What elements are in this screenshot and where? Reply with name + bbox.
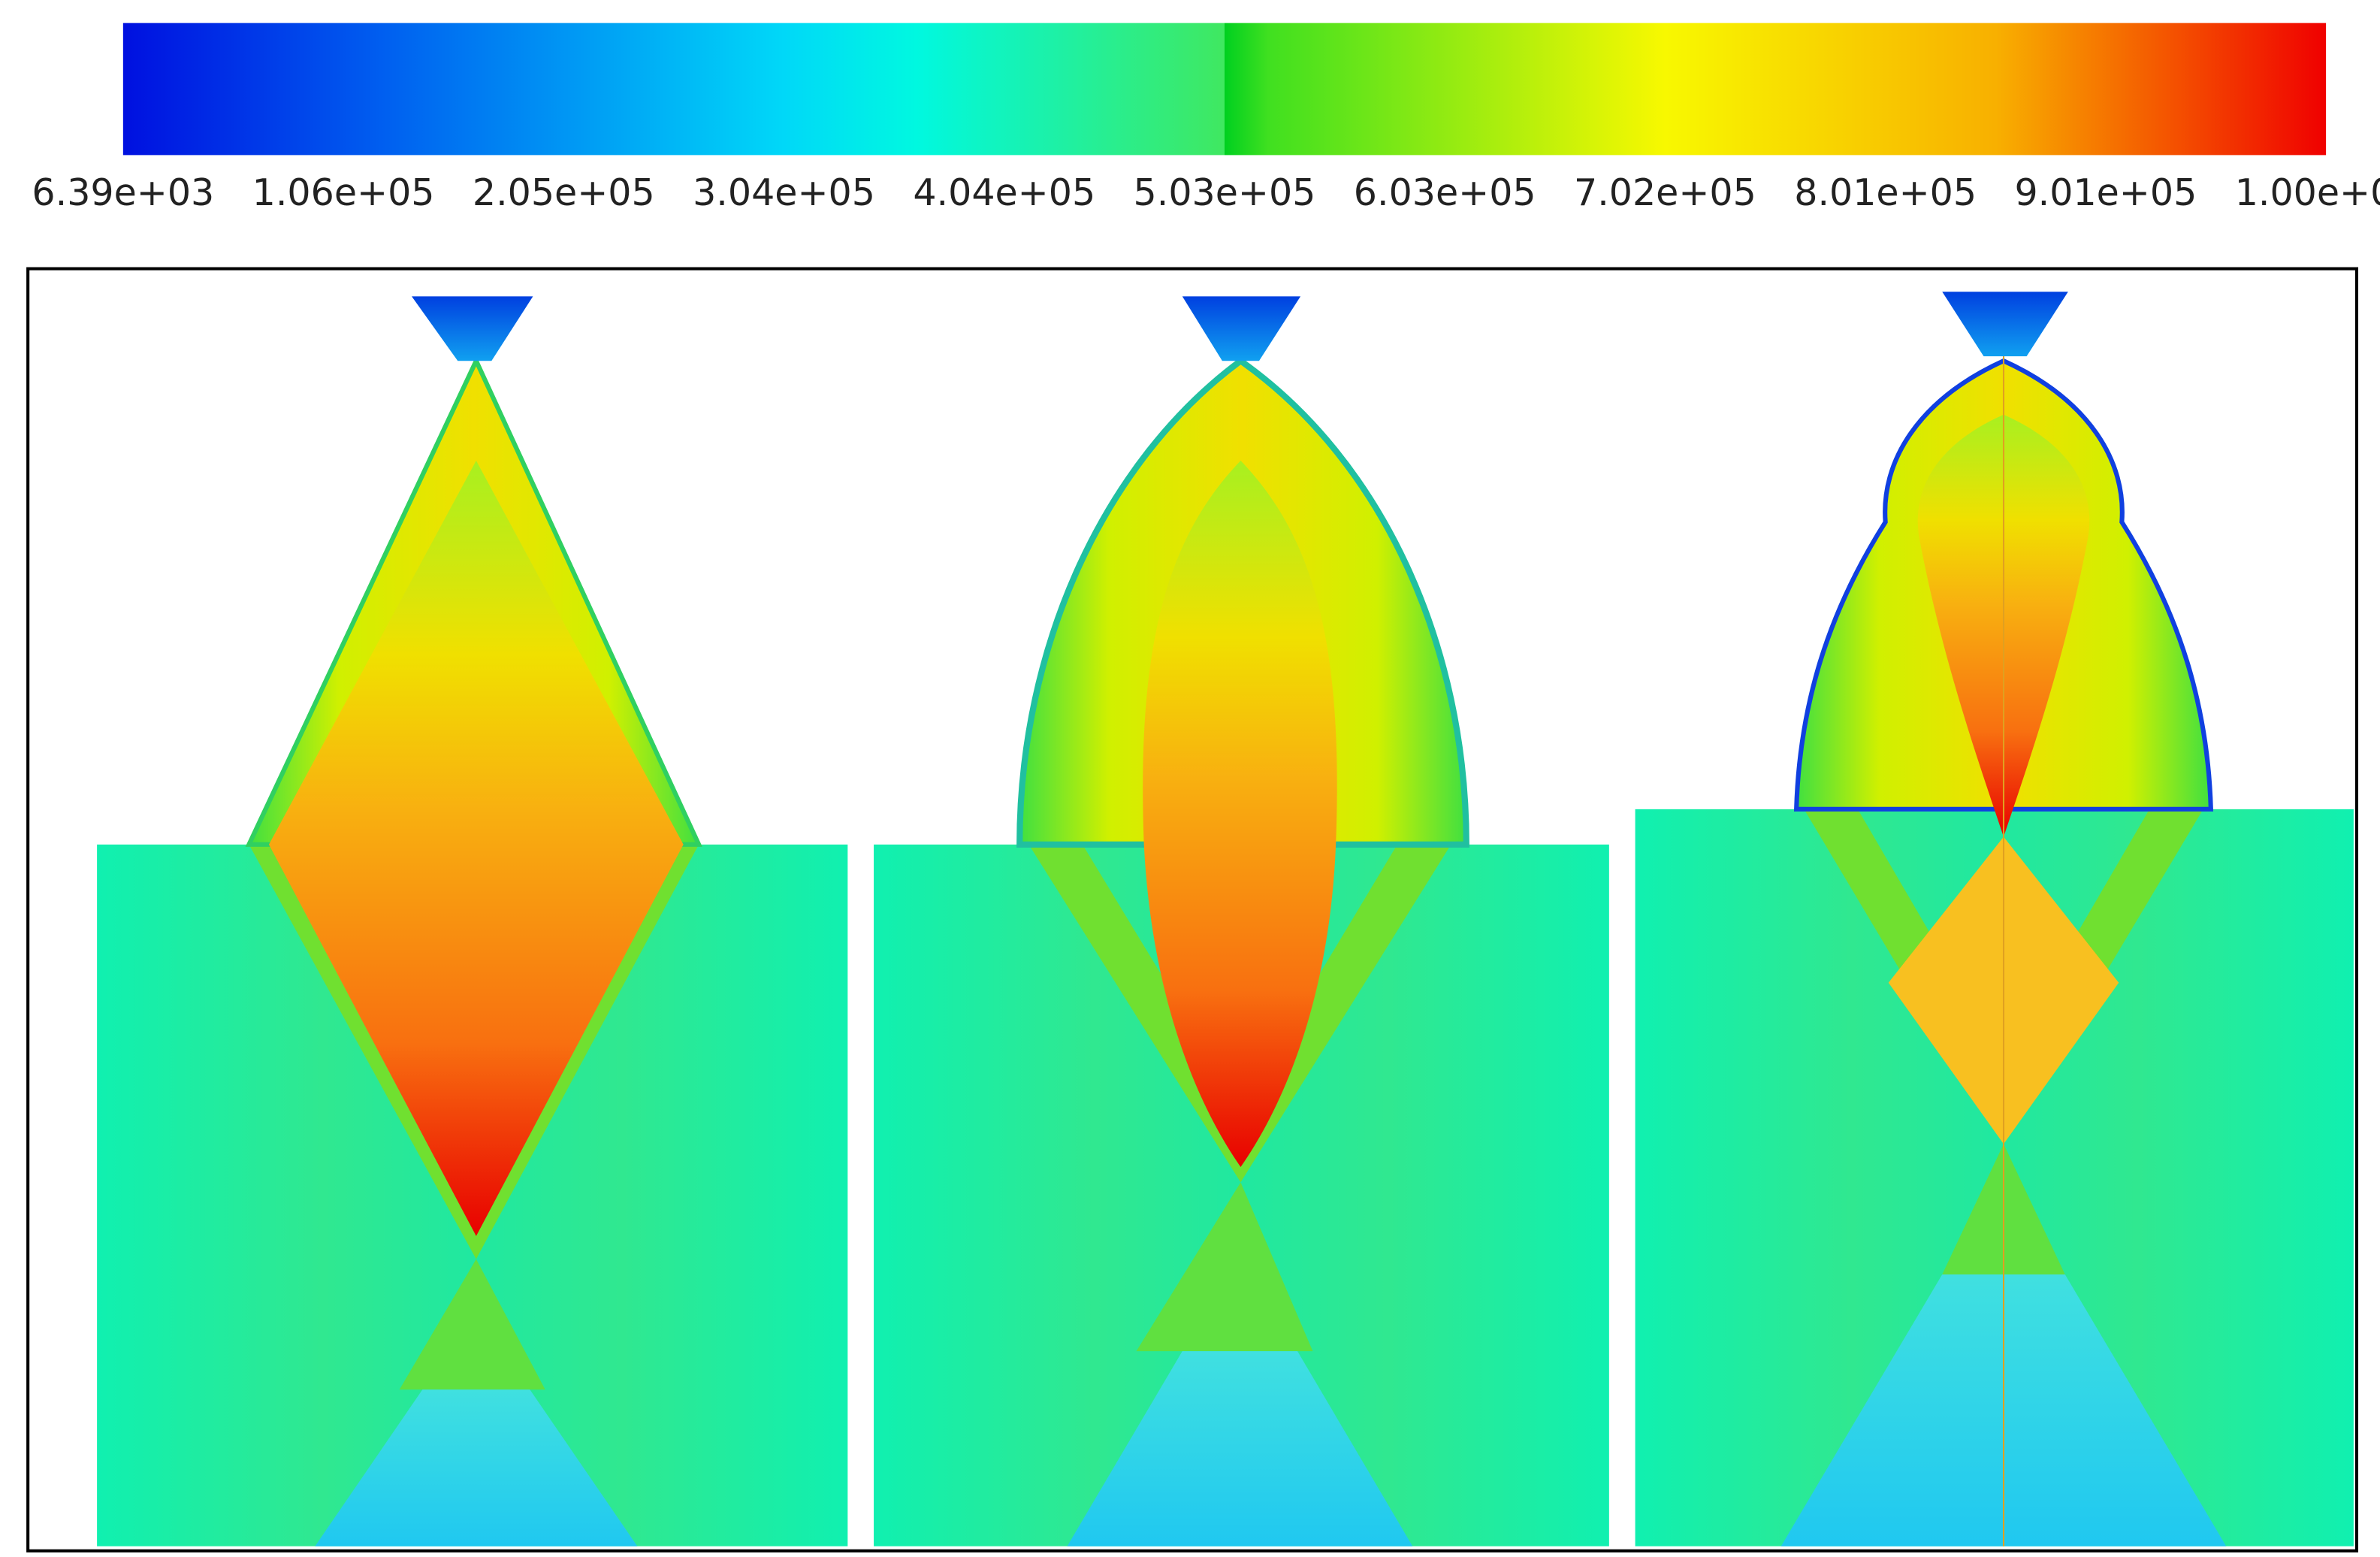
colorbar-labels: 6.39e+03 1.06e+05 2.05e+05 3.04e+05 4.04e+05… (32, 171, 2380, 214)
colorbar-label: 3.04e+05 (693, 171, 875, 214)
colorbar-label: 1.00e+06 (2235, 171, 2380, 214)
shock-cell (399, 1259, 545, 1390)
panel-1 (97, 296, 848, 1546)
colorbar-label: 1.06e+05 (252, 171, 435, 214)
colorbar-label: 8.01e+05 (1794, 171, 1977, 214)
plume-core (268, 461, 684, 1236)
nozzle (1182, 296, 1301, 361)
plume-core (1143, 461, 1337, 1167)
colorbar-label: 7.02e+05 (1574, 171, 1756, 214)
colorbar-label: 6.39e+03 (32, 171, 214, 214)
colorbar-label: 5.03e+05 (1134, 171, 1316, 214)
colorbar-label: 6.03e+05 (1354, 171, 1536, 214)
shock-band (1804, 809, 2203, 1144)
shock-cell (1136, 1182, 1313, 1352)
colorbar-label: 4.04e+05 (913, 171, 1095, 214)
colorbar-label: 9.01e+05 (2014, 171, 2197, 214)
nozzle (1942, 292, 2068, 357)
panel-3 (1635, 292, 2354, 1546)
nozzle (412, 296, 533, 361)
panel-2 (874, 296, 1609, 1546)
jet-core (315, 1389, 638, 1546)
colorbar (122, 23, 2327, 156)
colorbar-label: 2.05e+05 (473, 171, 655, 214)
